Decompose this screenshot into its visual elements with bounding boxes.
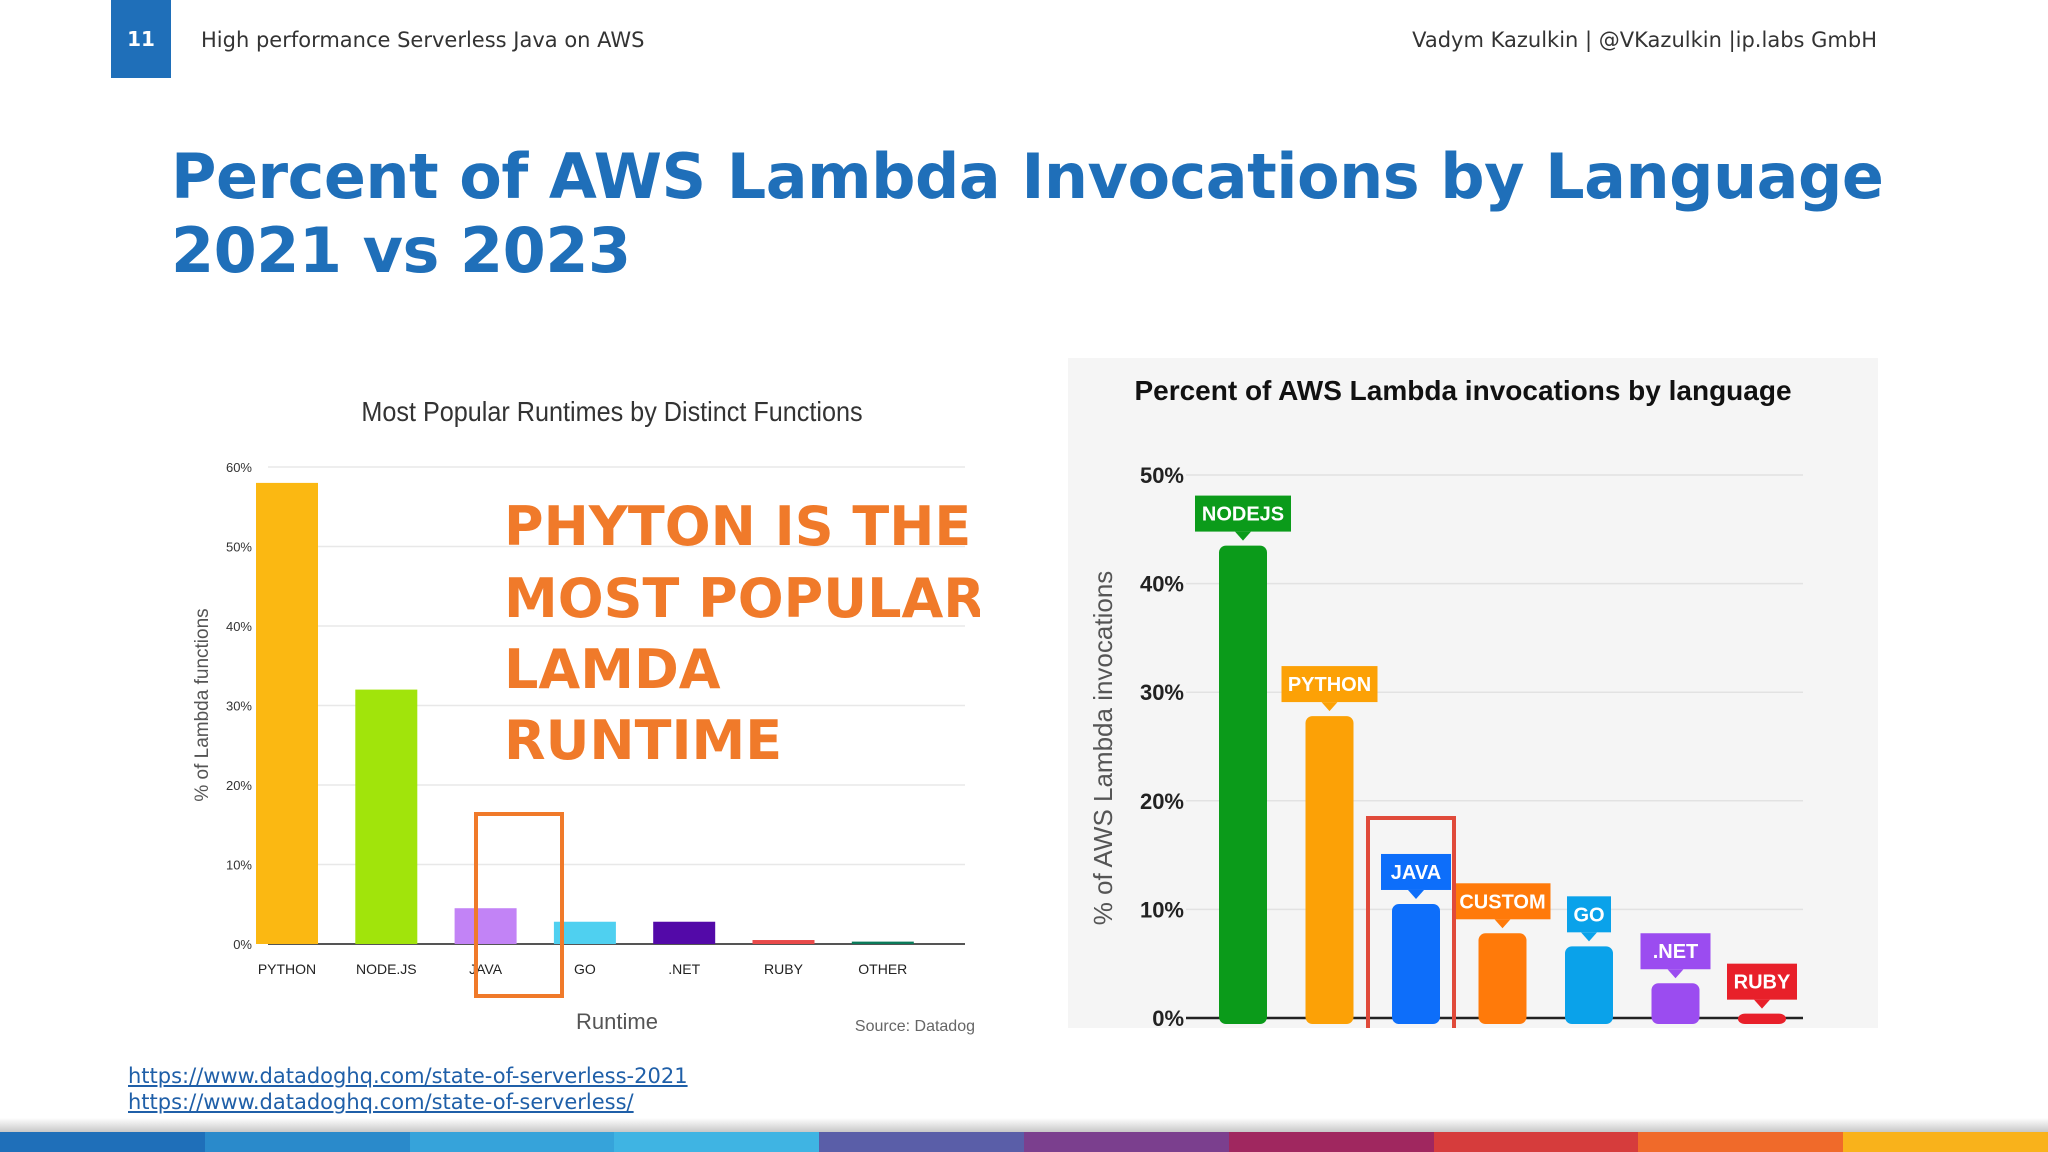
chart-2021-ytick: 50% (226, 540, 252, 555)
svg-text:NODEJS: NODEJS (1202, 504, 1284, 526)
chart-2021-ylabel: % of Lambda functions (192, 608, 213, 801)
chart-2023-bar-go (1565, 946, 1613, 1024)
chart-2023-title: Percent of AWS Lambda invocations by lan… (1134, 375, 1791, 406)
chart-2021-bar-other (851, 941, 914, 944)
chart-2021-ytick: 40% (226, 619, 252, 634)
chart-2023-ytick: 10% (1140, 897, 1184, 922)
footer-stripe (819, 1132, 1024, 1152)
chart-2023-java-highlight (1366, 816, 1456, 1028)
author-info: Vadym Kazulkin | @VKazulkin |ip.labs Gmb… (1412, 28, 1877, 52)
svg-text:PYTHON: PYTHON (1288, 674, 1371, 696)
svg-text:RUBY: RUBY (1734, 972, 1791, 994)
chart-2023-ytick: 0% (1152, 1006, 1184, 1028)
annotation-line2: MOST POPULAR (504, 567, 980, 630)
chart-2023-label-python: PYTHON (1281, 666, 1378, 712)
footer-stripe (1843, 1132, 2048, 1152)
chart-2023-label-custom: CUSTOM (1454, 883, 1551, 929)
chart-2021-ytick: 20% (226, 778, 252, 793)
chart-2021-bar-python (256, 482, 318, 944)
chart-2021-ytick: 30% (226, 699, 252, 714)
annotation-line1: PHYTON IS THE (504, 495, 971, 558)
footer-shadow (0, 1118, 2048, 1132)
chart-2023-label-go: GO (1567, 896, 1611, 942)
annotation: PHYTON IS THE MOST POPULAR LAMDA RUNTIME (504, 495, 980, 772)
footer-color-bar (0, 1132, 2048, 1152)
annotation-line3: LAMDA (504, 638, 721, 701)
slide-title-line1: Percent of AWS Lambda Invocations by Lan… (171, 140, 1884, 213)
chart-2021-xtick: .NET (668, 961, 700, 977)
chart-2021-ytick: 10% (226, 858, 252, 873)
footer-stripe (204, 1132, 410, 1152)
chart-2023-bar-java (1392, 903, 1440, 1024)
chart-2023-bar-nodejs (1219, 545, 1267, 1024)
chart-2021-xtick: OTHER (858, 961, 907, 977)
chart-2021-xtick: PYTHON (258, 961, 316, 977)
chart-2023-bar-python (1305, 716, 1354, 1024)
chart-2023-label-net: .NET (1640, 933, 1711, 979)
chart-2023-ytick: 40% (1140, 572, 1184, 597)
source-links: https://www.datadoghq.com/state-of-serve… (128, 1063, 688, 1115)
link-2023[interactable]: https://www.datadoghq.com/state-of-serve… (128, 1090, 634, 1114)
slide-title-line2: 2021 vs 2023 (171, 214, 631, 287)
chart-2023-bar-ruby (1738, 1013, 1786, 1024)
footer-stripe (1023, 1132, 1229, 1152)
chart-2023-ytick: 50% (1140, 463, 1184, 488)
annotation-line4: RUNTIME (504, 709, 782, 772)
chart-2021-bar-java (454, 908, 517, 944)
slide-title: Percent of AWS Lambda Invocations by Lan… (171, 140, 1884, 288)
footer-stripe (614, 1132, 820, 1152)
chart-2023-bar-custom (1478, 933, 1527, 1024)
chart-2021-bar-net (653, 921, 716, 944)
chart-2021-title: Most Popular Runtimes by Distinct Functi… (361, 396, 862, 428)
chart-2023-ytick: 20% (1140, 789, 1184, 814)
svg-text:GO: GO (1573, 904, 1604, 926)
link-2021[interactable]: https://www.datadoghq.com/state-of-serve… (128, 1064, 688, 1088)
chart-2023-bar-net (1651, 983, 1700, 1024)
chart-2021-xlabel: Runtime (576, 1009, 658, 1034)
presentation-title: High performance Serverless Java on AWS (201, 28, 645, 52)
chart-2023-ytick: 30% (1140, 680, 1184, 705)
chart-2021-bar-go (553, 921, 616, 944)
chart-2023-label-nodejs: NODEJS (1195, 495, 1291, 541)
chart-2023-label-java: JAVA (1381, 853, 1451, 899)
svg-text:JAVA: JAVA (1391, 862, 1441, 884)
chart-2021-bar-ruby (752, 940, 815, 944)
chart-2023-label-ruby: RUBY (1727, 963, 1797, 1009)
slide-number: 11 (111, 0, 171, 78)
chart-2021-ytick: 60% (226, 460, 252, 475)
footer-stripe (1228, 1132, 1434, 1152)
chart-2021-xtick: NODE.JS (356, 961, 417, 977)
chart-2021: Most Popular Runtimes by Distinct Functi… (192, 396, 980, 1035)
svg-text:.NET: .NET (1653, 941, 1699, 963)
chart-2023-ylabel: % of AWS Lambda invocations (1088, 571, 1118, 926)
footer-stripe (1638, 1132, 1844, 1152)
chart-2021-bar-nodejs (355, 689, 418, 944)
svg-text:CUSTOM: CUSTOM (1459, 891, 1545, 913)
chart-2021-ytick: 0% (233, 937, 252, 952)
footer-stripe (0, 1132, 205, 1152)
footer-stripe (409, 1132, 615, 1152)
chart-2021-xtick: GO (574, 961, 596, 977)
chart-2021-java-highlight (474, 812, 564, 998)
chart-2021-source: Source: Datadog (855, 1018, 975, 1035)
footer-stripe (1433, 1132, 1639, 1152)
chart-2021-xtick: RUBY (764, 961, 804, 977)
chart-2023: Percent of AWS Lambda invocations by lan… (1068, 358, 1878, 1028)
